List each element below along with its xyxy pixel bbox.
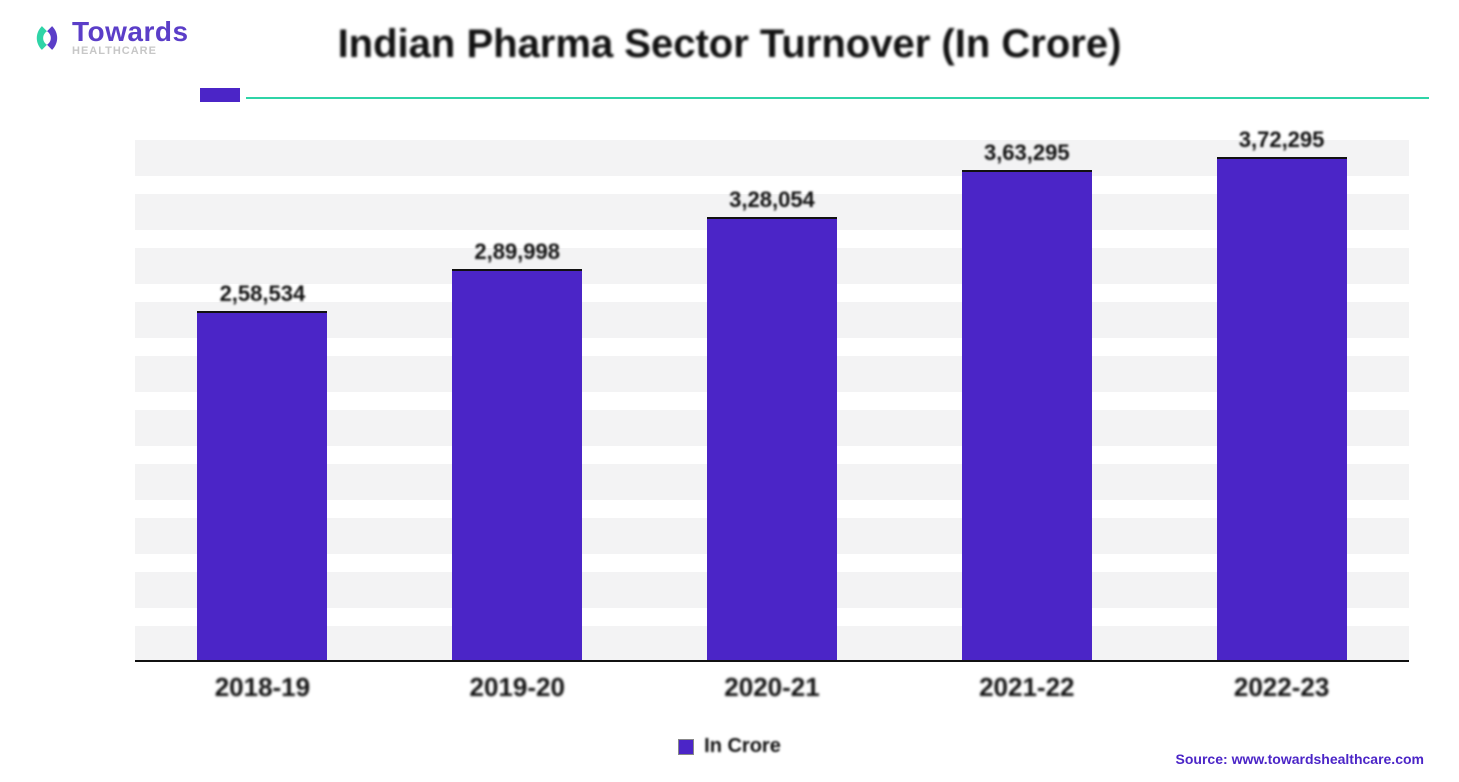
bar-value-label: 2,89,998 <box>474 239 560 265</box>
bar <box>1217 157 1347 660</box>
bar-slot: 3,28,054 <box>645 217 900 660</box>
bar <box>707 217 837 660</box>
legend-bottom-label: In Crore <box>704 735 781 758</box>
legend-top-swatch <box>200 88 240 102</box>
bar-slot: 3,63,295 <box>899 170 1154 660</box>
chart-container: Towards HEALTHCARE Indian Pharma Sector … <box>0 0 1459 782</box>
x-tick-label: 2020-21 <box>645 672 900 703</box>
chart-plot-area: 2,58,5342,89,9983,28,0543,63,2953,72,295 <box>135 122 1409 662</box>
bar-slot: 3,72,295 <box>1154 157 1409 660</box>
bar-slot: 2,58,534 <box>135 311 390 660</box>
bar-value-label: 3,63,295 <box>984 140 1070 166</box>
bar <box>962 170 1092 660</box>
bars-group: 2,58,5342,89,9983,28,0543,63,2953,72,295 <box>135 122 1409 660</box>
source-prefix: Source: <box>1176 751 1232 767</box>
x-tick-label: 2019-20 <box>390 672 645 703</box>
legend-bottom-swatch <box>678 739 694 755</box>
x-tick-label: 2022-23 <box>1154 672 1409 703</box>
x-tick-label: 2018-19 <box>135 672 390 703</box>
source-link-text: www.towardshealthcare.com <box>1232 751 1424 767</box>
plot-background: 2,58,5342,89,9983,28,0543,63,2953,72,295 <box>135 122 1409 662</box>
source-attribution: Source: www.towardshealthcare.com <box>1176 751 1424 767</box>
bar-value-label: 2,58,534 <box>220 281 306 307</box>
x-tick-label: 2021-22 <box>899 672 1154 703</box>
bar <box>452 269 582 660</box>
bar <box>197 311 327 660</box>
bar-value-label: 3,72,295 <box>1239 127 1325 153</box>
chart-title: Indian Pharma Sector Turnover (In Crore) <box>30 22 1429 67</box>
header-accent-line <box>246 97 1429 99</box>
bar-slot: 2,89,998 <box>390 269 645 660</box>
x-axis: 2018-192019-202020-212021-222022-23 <box>135 672 1409 703</box>
bar-value-label: 3,28,054 <box>729 187 815 213</box>
legend-top <box>200 88 240 102</box>
